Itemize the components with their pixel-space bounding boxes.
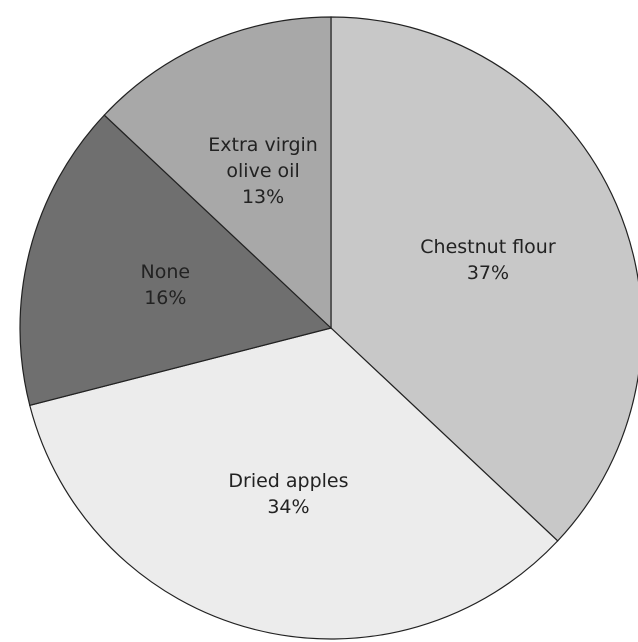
slice-label: Chestnut flour 37% [413,234,563,286]
value-label: 16% [144,287,187,310]
category-label: Extra virgin olive oil [208,134,318,183]
pie-slice [19,114,333,407]
category-label: None [140,261,191,284]
slice-label: None 16% [90,259,240,311]
value-label: 34% [267,495,310,518]
category-label: Chestnut flour [420,236,556,259]
pie-slice [103,16,332,330]
value-label: 13% [241,186,285,209]
slice-label: Extra virgin olive oil 13% [203,132,323,210]
category-label: Dried apples [228,469,349,492]
pie-slice [330,16,638,542]
slice-label: Dried apples 34% [213,468,363,520]
pie-slice [29,327,559,640]
value-label: 37% [466,262,510,285]
